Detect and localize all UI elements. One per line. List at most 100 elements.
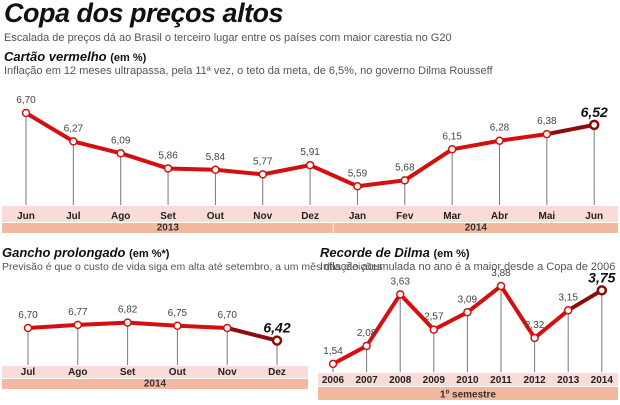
chart3-line-segment <box>566 288 604 313</box>
chart3-data-point <box>395 290 405 299</box>
chart2-x-tick-label: Jul <box>21 367 36 378</box>
chart2-data-label: 6,82 <box>118 305 138 316</box>
chart3-data-point <box>530 333 539 343</box>
chart2-data-point <box>23 323 33 333</box>
chart3-data-point <box>563 306 573 315</box>
chart1-line-segment <box>308 163 360 189</box>
chart1-data-point <box>211 165 220 175</box>
chart3-data-label: 3,75 <box>588 269 615 285</box>
chart2-line-segment <box>125 320 180 328</box>
chart2-group-label: 2014 <box>144 379 167 390</box>
chart2-x-tick-label: Ago <box>68 367 87 378</box>
chart1-data-label: 6,70 <box>16 95 36 106</box>
chart1-x-tick-label: Abr <box>491 211 508 222</box>
chart3-data-label: 2,32 <box>525 320 545 331</box>
chart1-category-band <box>2 206 618 222</box>
chart1-title: Cartão vermelho (em %) <box>4 49 146 64</box>
chart1-title-text: Cartão vermelho <box>4 49 107 64</box>
chart1-line-segment <box>118 151 171 171</box>
chart1-group-band <box>2 223 333 233</box>
chart3-line-segment <box>331 343 369 366</box>
chart1-data-label: 6,15 <box>442 131 462 142</box>
chart3-data-label: 2,08 <box>357 328 377 339</box>
chart1-data-label: 6,52 <box>581 104 608 120</box>
chart3-x-tick-label: 2007 <box>355 375 378 386</box>
chart1-data-point <box>163 164 173 173</box>
page-subtitle: Escalada de preços dá ao Brasil o tercei… <box>4 32 452 44</box>
chart1-data-label: 6,09 <box>111 135 131 146</box>
chart1-subtitle: Inflação em 12 meses ultrapassa, pela 11… <box>4 65 493 77</box>
chart1-data-point <box>447 145 457 154</box>
chart1-group-label: 2014 <box>465 223 488 234</box>
chart2-x-tick-label: Nov <box>218 367 237 378</box>
chart3-data-point <box>429 325 439 334</box>
chart1-line-segment <box>71 139 123 156</box>
chart3-data-point <box>328 359 338 369</box>
chart1-x-tick-label: Ago <box>111 211 130 222</box>
chart2-data-label: 6,77 <box>68 307 88 318</box>
chart1-data-point <box>495 136 504 145</box>
chart1-x-tick-label: Out <box>207 211 225 222</box>
chart3-x-tick-label: 2009 <box>423 375 446 386</box>
chart3-group-label: 1º semestre <box>440 390 496 401</box>
chart2-data-label: 6,70 <box>18 310 38 321</box>
chart3-x-tick-label: 2011 <box>490 375 512 386</box>
chart1-data-point <box>305 160 315 170</box>
chart2-line-segment <box>175 323 230 330</box>
chart1-data-label: 6,28 <box>490 123 510 134</box>
chart1-x-tick-label: Mai <box>539 211 556 222</box>
chart1-x-tick-label: Set <box>160 211 176 222</box>
chart1-data-label: 5,59 <box>348 168 368 179</box>
chart2-group-band <box>2 379 308 389</box>
chart3-data-label: 3,09 <box>458 294 478 305</box>
chart2-data-point <box>73 320 83 330</box>
chart2-data-label: 6,42 <box>263 320 290 336</box>
chart2-line-segment <box>225 326 279 343</box>
chart3-line-segment <box>499 284 537 340</box>
chart3-title-text: Recorde de Dilma <box>320 245 430 260</box>
chart1-data-label: 5,86 <box>158 150 178 161</box>
chart1-line-segment <box>544 122 597 137</box>
chart1-data-label: 5,68 <box>395 162 415 173</box>
chart2-data-label: 6,70 <box>217 310 237 321</box>
chart3-x-tick-label: 2006 <box>322 375 345 386</box>
chart3-data-point <box>596 285 608 296</box>
chart3-x-tick-label: 2010 <box>456 375 479 386</box>
chart2-line-segment <box>26 322 80 330</box>
chart1-x-tick-label: Mar <box>443 211 461 222</box>
chart3-line-segment <box>465 284 503 315</box>
chart3-data-label: 3,15 <box>558 292 578 303</box>
page-title: Copa dos preços altos <box>4 0 284 28</box>
chart1-x-tick-label: Jan <box>349 211 366 222</box>
chart2-category-band <box>2 366 308 378</box>
chart2-data-point <box>173 321 182 330</box>
chart1-line-segment <box>213 167 265 177</box>
chart2-x-tick-label: Out <box>169 367 187 378</box>
chart1-data-label: 6,27 <box>64 123 84 134</box>
chart2-x-tick-label: Dez <box>268 367 286 378</box>
chart2-x-tick-label: Set <box>120 367 136 378</box>
chart1-data-label: 5,77 <box>253 156 273 167</box>
chart2-unit: (em %*) <box>129 248 170 260</box>
chart3-line-segment <box>532 308 571 340</box>
chart3-data-label: 1,54 <box>323 346 343 357</box>
chart2-title-text: Gancho prolongado <box>2 245 126 260</box>
chart3-x-tick-label: 2012 <box>523 375 546 386</box>
chart1-data-point <box>353 182 362 191</box>
chart3-data-label: 3,63 <box>390 276 410 287</box>
chart2-data-point <box>222 323 232 333</box>
chart3-data-point <box>496 281 506 291</box>
chart3-data-point <box>463 308 472 317</box>
chart1-group-label: 2013 <box>157 223 180 234</box>
chart1-line-segment <box>24 111 76 144</box>
chart3-line-segment <box>431 310 470 332</box>
chart1-data-point <box>21 108 31 118</box>
chart1-x-tick-label: Nov <box>253 211 272 222</box>
chart3-line-segment <box>398 292 436 332</box>
chart3-line-segment <box>364 292 403 348</box>
chart1-data-point <box>69 137 78 146</box>
chart3-subtitle: Inflação acumulada no ano é a maior desd… <box>320 261 616 273</box>
chart1-x-tick-label: Fev <box>396 211 414 222</box>
chart3-group-band <box>318 387 618 400</box>
